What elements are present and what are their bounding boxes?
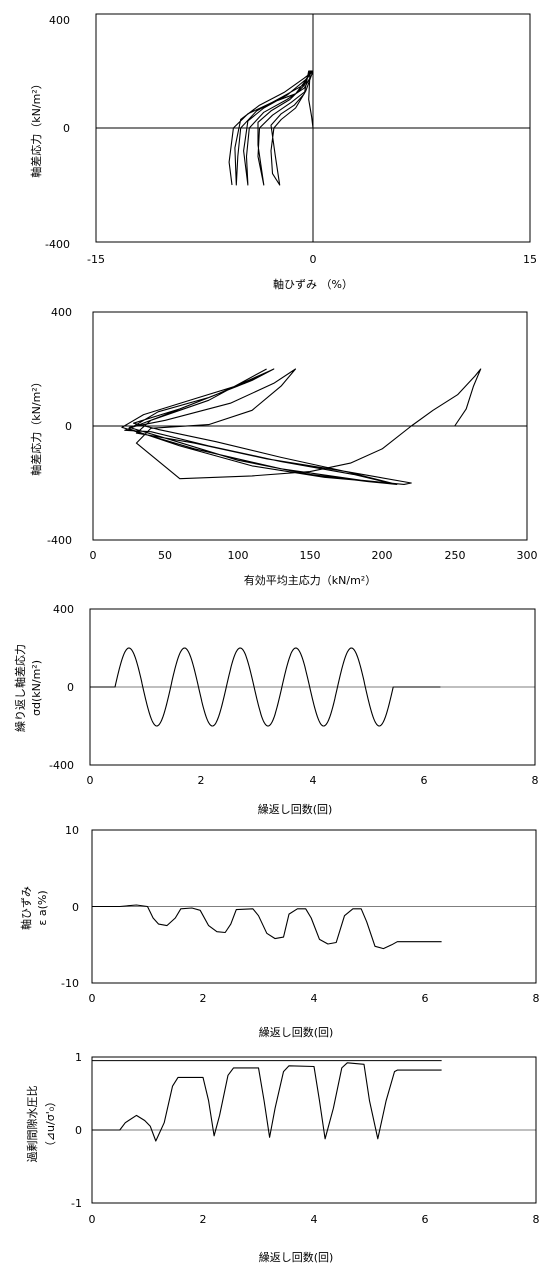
chart-axial-strain: 10 0 -10 0 2 4 6 8 繰返し回数(回) 軸ひずみ ε a(%) [19, 824, 540, 1039]
x-tick-8: 8 [532, 774, 539, 787]
x-tick-200: 200 [372, 549, 393, 562]
y-axis-label: 過剰間隙水圧比 [25, 1086, 39, 1163]
y-tick-top: 1 [75, 1051, 82, 1064]
series-line-0 [90, 647, 441, 727]
chart-pore-pressure: 1 0 -1 0 2 4 6 8 繰返し回数(回) 過剰間隙水圧比 （⊿u/σ'… [25, 1051, 540, 1264]
y-tick-top: 10 [65, 824, 79, 837]
y-axis-label-2: （⊿u/σ'₀） [44, 1096, 57, 1152]
y-axis-label-2: ε a(%) [36, 890, 49, 925]
x-tick-mid: 0 [310, 253, 317, 266]
y-axis-label-2: σd(kN/m²) [30, 660, 43, 716]
plot-area [91, 1056, 537, 1204]
x-tick-150: 150 [300, 549, 321, 562]
x-tick-50: 50 [158, 549, 172, 562]
plot-area [91, 829, 537, 984]
series-line-0 [92, 904, 442, 950]
y-tick-top: 400 [49, 14, 70, 27]
series-line-0 [228, 70, 314, 186]
plot-area [92, 311, 528, 541]
x-tick-4: 4 [311, 1213, 318, 1226]
x-tick-8: 8 [533, 1213, 540, 1226]
x-tick-100: 100 [228, 549, 249, 562]
y-tick-mid: 0 [67, 681, 74, 694]
x-tick-0: 0 [87, 774, 94, 787]
chart-stress-path: 400 0 -400 0 50 100 150 200 250 300 有効平均… [29, 306, 538, 587]
y-tick-bottom: -400 [49, 759, 74, 772]
x-tick-8: 8 [533, 992, 540, 1005]
x-tick-0: 0 [90, 549, 97, 562]
x-tick-0: 0 [89, 1213, 96, 1226]
y-tick-top: 400 [53, 603, 74, 616]
y-axis-label: 軸ひずみ [19, 886, 33, 930]
chart-stress-strain: 400 0 -400 -15 0 15 軸ひずみ （%） 軸差応力（kN/m²） [29, 13, 537, 291]
x-axis-label: 繰返し回数(回) [259, 1250, 334, 1264]
x-tick-right: 15 [523, 253, 537, 266]
chart-cyclic-stress: 400 0 -400 0 2 4 6 8 繰返し回数(回) 繰り返し軸差応力 σ… [13, 603, 539, 816]
plot-area [89, 608, 536, 766]
x-tick-4: 4 [310, 774, 317, 787]
x-tick-2: 2 [198, 774, 205, 787]
y-tick-mid: 0 [65, 420, 72, 433]
x-tick-6: 6 [422, 992, 429, 1005]
x-tick-left: -15 [87, 253, 105, 266]
y-axis-label: 軸差応力（kN/m²） [29, 78, 43, 177]
x-axis-label: 軸ひずみ （%） [273, 277, 353, 291]
y-tick-mid: 0 [72, 901, 79, 914]
y-tick-mid: 0 [63, 122, 70, 135]
y-tick-bottom: -10 [61, 977, 79, 990]
x-tick-6: 6 [421, 774, 428, 787]
x-axis-label: 有効平均主応力（kN/m²） [244, 573, 376, 587]
x-axis-label: 繰返し回数(回) [258, 802, 333, 816]
y-axis-label: 繰り返し軸差応力 [13, 644, 27, 732]
y-tick-bottom: -400 [45, 238, 70, 251]
x-tick-250: 250 [445, 549, 466, 562]
y-tick-bottom: -1 [71, 1197, 82, 1210]
y-tick-mid: 0 [75, 1124, 82, 1137]
plot-area [95, 13, 531, 243]
x-tick-4: 4 [311, 992, 318, 1005]
y-axis-label: 軸差応力（kN/m²） [29, 376, 43, 475]
series-line-0 [121, 368, 482, 485]
x-axis-label: 繰返し回数(回) [259, 1025, 334, 1039]
y-tick-bottom: -400 [47, 534, 72, 547]
y-tick-top: 400 [51, 306, 72, 319]
x-tick-6: 6 [422, 1213, 429, 1226]
x-tick-300: 300 [517, 549, 538, 562]
series-line-0 [92, 1062, 442, 1142]
x-tick-2: 2 [200, 1213, 207, 1226]
x-tick-2: 2 [200, 992, 207, 1005]
x-tick-0: 0 [89, 992, 96, 1005]
